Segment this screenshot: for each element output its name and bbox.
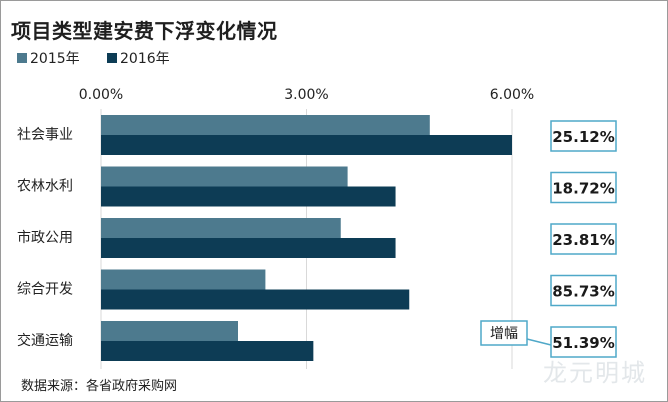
chart-title: 项目类型建安费下浮变化情况 [11,19,278,43]
bar-2016 [101,341,314,361]
bar-2016 [101,289,410,310]
category-label: 综合开发 [17,282,73,298]
growth-badge-box [550,171,617,204]
x-tick-label: 6.00% [490,87,534,103]
bar-2015 [101,321,238,341]
legend-label-0: 2015年 [30,51,80,67]
x-tick-label: 3.00% [284,87,328,103]
growth-value: 85.73% [552,283,614,301]
bar-2015 [101,166,348,187]
legend-swatch-0 [17,53,27,63]
bar-2015 [101,269,266,290]
growth-callout-box [480,320,528,346]
legend-label-1: 2016年 [120,51,170,67]
growth-value: 23.81% [552,231,614,249]
bar-2015 [101,115,430,135]
category-label: 农林水利 [17,179,73,195]
category-label: 交通运输 [17,332,73,349]
growth-callout-pointer [526,338,552,346]
bar-2016 [101,238,396,258]
growth-value: 51.39% [552,334,614,352]
growth-badge-box [550,326,617,358]
watermark: 龙元明城 [543,359,647,387]
x-tick-label: 0.00% [79,87,123,103]
category-label: 社会事业 [17,127,73,143]
growth-value: 25.12% [552,128,614,146]
category-label: 市政公用 [17,229,73,246]
bar-2016 [101,186,396,207]
source-note: 数据来源：各省政府采购网 [21,379,178,394]
growth-badge-box [550,274,617,307]
bar-2015 [101,218,341,238]
legend-swatch-1 [107,53,117,63]
growth-badge-box [550,223,617,255]
growth-callout-label: 增幅 [490,326,518,342]
growth-value: 18.72% [552,180,614,198]
bar-2016 [101,135,512,155]
growth-badge-box [550,120,617,152]
